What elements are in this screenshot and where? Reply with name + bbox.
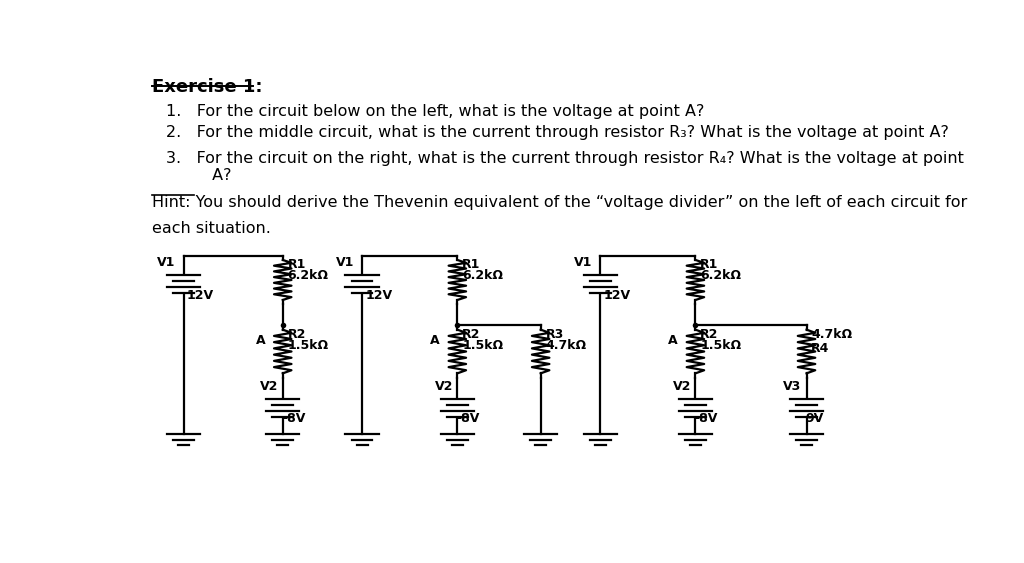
Text: R2: R2: [462, 328, 480, 341]
Text: 6.2kΩ: 6.2kΩ: [288, 269, 329, 282]
Text: V2: V2: [673, 379, 691, 392]
Text: 2.   For the middle circuit, what is the current through resistor R₃? What is th: 2. For the middle circuit, what is the c…: [166, 125, 949, 140]
Text: 1.5kΩ: 1.5kΩ: [462, 338, 503, 351]
Text: Hint: You should derive the Thevenin equivalent of the “voltage divider” on the : Hint: You should derive the Thevenin equ…: [152, 195, 967, 211]
Text: 6.2kΩ: 6.2kΩ: [462, 269, 503, 282]
Text: 1.5kΩ: 1.5kΩ: [288, 338, 329, 351]
Text: A: A: [256, 334, 265, 347]
Text: A: A: [430, 334, 440, 347]
Text: V1: V1: [336, 256, 354, 269]
Text: -8V: -8V: [457, 412, 480, 425]
Text: 1.5kΩ: 1.5kΩ: [700, 338, 741, 351]
Text: 6.2kΩ: 6.2kΩ: [700, 269, 741, 282]
Text: V2: V2: [435, 379, 454, 392]
Text: V2: V2: [260, 379, 279, 392]
Text: 12V: 12V: [186, 289, 214, 302]
Text: R1: R1: [288, 258, 306, 271]
Text: 3.   For the circuit on the right, what is the current through resistor R₄? What: 3. For the circuit on the right, what is…: [166, 151, 964, 183]
Text: 12V: 12V: [366, 289, 392, 302]
Text: V1: V1: [573, 256, 592, 269]
Text: R3: R3: [546, 328, 563, 341]
Text: 1.   For the circuit below on the left, what is the voltage at point A?: 1. For the circuit below on the left, wh…: [166, 104, 705, 119]
Text: V3: V3: [782, 379, 801, 392]
Text: 9V: 9V: [806, 412, 824, 425]
Text: R4: R4: [811, 342, 829, 355]
Text: R2: R2: [700, 328, 719, 341]
Text: -8V: -8V: [694, 412, 718, 425]
Text: -8V: -8V: [282, 412, 305, 425]
Text: each situation.: each situation.: [152, 221, 270, 235]
Text: 12V: 12V: [603, 289, 631, 302]
Text: Exercise 1:: Exercise 1:: [152, 78, 262, 96]
Text: R1: R1: [700, 258, 719, 271]
Text: V1: V1: [158, 256, 176, 269]
Text: 4.7kΩ: 4.7kΩ: [811, 328, 852, 341]
Text: 4.7kΩ: 4.7kΩ: [546, 338, 587, 351]
Text: R2: R2: [288, 328, 306, 341]
Text: R1: R1: [462, 258, 480, 271]
Text: A: A: [669, 334, 678, 347]
